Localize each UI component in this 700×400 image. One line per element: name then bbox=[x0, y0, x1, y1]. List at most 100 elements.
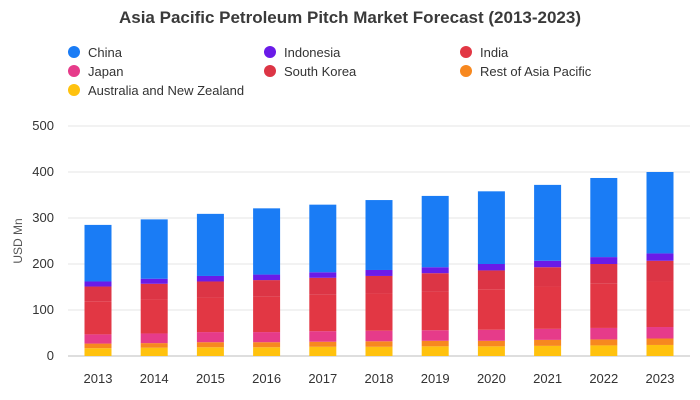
bar-segment bbox=[309, 204, 337, 273]
bar-segment bbox=[84, 224, 112, 282]
bar-segment bbox=[253, 296, 281, 333]
legend-swatch bbox=[68, 65, 80, 77]
y-tick-label: 0 bbox=[47, 348, 54, 363]
bar-segment bbox=[196, 281, 224, 298]
bar-segment bbox=[477, 264, 505, 271]
bar-segment bbox=[140, 283, 168, 300]
y-tick-label: 400 bbox=[32, 164, 54, 179]
bar-segment bbox=[421, 340, 449, 347]
x-tick-label: 2021 bbox=[533, 371, 562, 386]
legend-label: India bbox=[480, 44, 509, 60]
bar-segment bbox=[646, 281, 674, 328]
bar-segment bbox=[477, 329, 505, 341]
bar-segment bbox=[365, 330, 393, 342]
bar-segment bbox=[421, 195, 449, 268]
bar-segment bbox=[646, 338, 674, 345]
legend-label: Australia and New Zealand bbox=[88, 82, 245, 98]
bar-segment bbox=[421, 267, 449, 274]
bar-segment bbox=[253, 274, 281, 281]
bar-segment bbox=[534, 286, 562, 329]
x-tick-label: 2022 bbox=[589, 371, 618, 386]
bar-segment bbox=[196, 275, 224, 282]
legend-item[interactable]: India bbox=[460, 43, 508, 61]
bar-segment bbox=[253, 280, 281, 297]
bar-segment bbox=[646, 260, 674, 282]
bar-segment bbox=[140, 278, 168, 284]
x-tick-label: 2013 bbox=[84, 371, 113, 386]
bar-segment bbox=[84, 334, 112, 344]
bar-segment bbox=[309, 294, 337, 332]
bar-segment bbox=[534, 260, 562, 268]
x-tick-label: 2017 bbox=[308, 371, 337, 386]
legend-label: South Korea bbox=[284, 63, 357, 79]
legend-item[interactable]: Indonesia bbox=[264, 43, 340, 61]
bar-segment bbox=[196, 297, 224, 333]
bar-segment bbox=[421, 273, 449, 292]
bar-segment bbox=[84, 286, 112, 302]
legend-item[interactable]: South Korea bbox=[264, 62, 356, 80]
bar-segment bbox=[534, 184, 562, 261]
bar-segment bbox=[140, 343, 168, 348]
bar-segment bbox=[309, 331, 337, 342]
y-axis-label: USD Mn bbox=[11, 218, 25, 263]
bar-segment bbox=[590, 345, 618, 356]
bar-segment bbox=[477, 289, 505, 330]
bar-segment bbox=[477, 346, 505, 356]
legend-swatch bbox=[264, 46, 276, 58]
bar-segment bbox=[253, 332, 281, 343]
legend-item[interactable]: China bbox=[68, 43, 122, 61]
bar-segment bbox=[140, 299, 168, 334]
bar-segment bbox=[477, 270, 505, 290]
bar-segment bbox=[646, 253, 674, 261]
bar-segment bbox=[196, 332, 224, 343]
bar-segment bbox=[253, 347, 281, 356]
bar-segment bbox=[365, 341, 393, 347]
bar-segment bbox=[309, 272, 337, 278]
bar-segment bbox=[140, 333, 168, 344]
bar-segment bbox=[421, 346, 449, 356]
bar-segment bbox=[365, 200, 393, 270]
y-tick-label: 500 bbox=[32, 118, 54, 133]
bar-segment bbox=[365, 346, 393, 356]
chart-title: Asia Pacific Petroleum Pitch Market Fore… bbox=[118, 8, 582, 27]
bar-segment bbox=[590, 327, 618, 340]
bar-segment bbox=[534, 345, 562, 356]
bar-segment bbox=[534, 328, 562, 340]
bar-segment bbox=[140, 347, 168, 356]
bar-segment bbox=[84, 281, 112, 287]
bar-segment bbox=[590, 257, 618, 264]
bar-segment bbox=[84, 343, 112, 349]
legend-swatch bbox=[460, 65, 472, 77]
x-tick-label: 2016 bbox=[252, 371, 281, 386]
legend-swatch bbox=[264, 65, 276, 77]
bar-segment bbox=[421, 330, 449, 341]
x-tick-label: 2023 bbox=[646, 371, 675, 386]
x-tick-label: 2015 bbox=[196, 371, 225, 386]
bar-segment bbox=[84, 348, 112, 356]
legend-swatch bbox=[68, 84, 80, 96]
y-tick-label: 100 bbox=[32, 302, 54, 317]
legend-item[interactable]: Australia and New Zealand bbox=[68, 81, 244, 99]
legend-label: China bbox=[88, 44, 122, 60]
bar-segment bbox=[646, 344, 674, 356]
bar-segment bbox=[590, 339, 618, 346]
bar-segment bbox=[309, 341, 337, 347]
bar-segment bbox=[534, 267, 562, 287]
bar-segment bbox=[646, 327, 674, 339]
legend-item[interactable]: Japan bbox=[68, 62, 123, 80]
bar-segment bbox=[646, 172, 674, 254]
legend-item[interactable]: Rest of Asia Pacific bbox=[460, 62, 591, 80]
legend-label: Indonesia bbox=[284, 44, 341, 60]
bar-segment bbox=[477, 191, 505, 264]
bar-segment bbox=[590, 283, 618, 328]
bar-segment bbox=[365, 269, 393, 276]
bar-segment bbox=[253, 208, 281, 275]
bar-segment bbox=[309, 346, 337, 356]
bar-segment bbox=[140, 219, 168, 279]
y-tick-label: 300 bbox=[32, 210, 54, 225]
x-tick-label: 2014 bbox=[140, 371, 169, 386]
legend-label: Japan bbox=[88, 63, 124, 79]
bar-segment bbox=[534, 339, 562, 346]
bar-segment bbox=[196, 342, 224, 348]
bar-segment bbox=[309, 277, 337, 295]
